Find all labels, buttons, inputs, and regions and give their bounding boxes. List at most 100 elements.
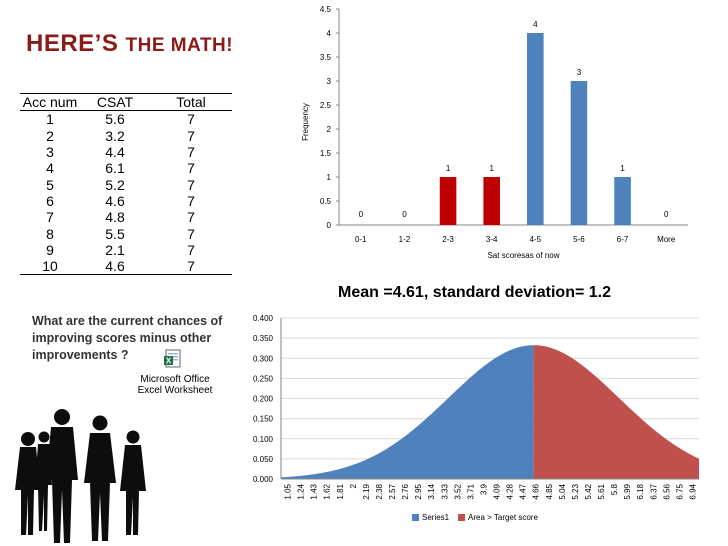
normal-y-tick-label: 0.000 [253, 475, 274, 484]
legend-label: Series1 [422, 513, 450, 522]
hist-y-tick-label: 2.5 [320, 101, 332, 110]
table-row: 8 5.5 7 [20, 225, 232, 242]
hist-data-label: 0 [402, 210, 407, 219]
normal-y-tick-label: 0.400 [253, 314, 274, 323]
normal-x-tick-label: 5.04 [558, 483, 567, 499]
table-cell: 5.2 [105, 176, 125, 193]
table-header-cell: Acc num [20, 93, 80, 112]
hist-data-label: 1 [489, 164, 494, 173]
hist-bar [527, 33, 544, 225]
table-row: 4 6.1 7 [20, 160, 232, 176]
hist-bar [483, 177, 500, 225]
table-cell: 7 [187, 144, 195, 161]
table-cell: 5.5 [105, 225, 125, 242]
table-cell: 4.6 [105, 258, 125, 275]
table-row: 3 4.4 7 [20, 144, 232, 160]
hist-x-tick-label: 2-3 [442, 235, 454, 244]
normal-x-tick-label: 3.71 [466, 483, 475, 499]
table-cell: 7 [187, 258, 195, 275]
table-row: 2 3.2 7 [20, 128, 232, 144]
table-cell: 4.6 [105, 192, 125, 209]
table-cell: 7 [187, 111, 195, 128]
table-row: 1 5.6 7 [20, 111, 232, 128]
title-rest: THE MATH! [125, 35, 234, 56]
hist-y-tick-label: 3.5 [320, 53, 332, 62]
normal-y-tick-label: 0.250 [253, 374, 274, 383]
table-cell: 7 [187, 241, 195, 258]
embedded-line1: Microsoft Office [140, 374, 210, 385]
hist-x-tick-label: 6-7 [617, 235, 629, 244]
hist-x-tick-label: 4-5 [530, 235, 542, 244]
hist-y-tick-label: 0 [327, 221, 332, 230]
title-first-word: HERE’S [26, 30, 119, 57]
normal-y-tick-label: 0.050 [253, 455, 274, 464]
normal-y-tick-label: 0.200 [253, 395, 274, 404]
table-row: 10 4.6 7 [20, 258, 232, 275]
normal-series1-area [281, 345, 534, 479]
hist-x-tick-label: More [657, 235, 676, 244]
table-cell: 1 [46, 111, 54, 128]
normal-chart-title: Mean =4.61, standard deviation= 1.2 [338, 284, 611, 301]
hist-data-label: 0 [359, 210, 364, 219]
table-cell: 7 [187, 225, 195, 242]
normal-x-tick-label: 1.24 [297, 483, 306, 499]
hist-y-tick-label: 2 [327, 125, 332, 134]
normal-y-tick-label: 0.150 [253, 415, 274, 424]
hist-data-label: 3 [577, 68, 582, 77]
table-row: 6 4.6 7 [20, 193, 232, 209]
normal-x-tick-label: 4.66 [532, 483, 541, 499]
normal-y-tick-label: 0.350 [253, 334, 274, 343]
slide-title: HERE’S THE MATH! [26, 30, 233, 58]
normal-x-tick-label: 5.61 [597, 483, 606, 499]
normal-y-tick-label: 0.100 [253, 435, 274, 444]
embedded-excel-label[interactable]: Microsoft Office Excel Worksheet [120, 374, 230, 396]
table-cell: 5.6 [105, 111, 125, 128]
hist-x-tick-label: 5-6 [573, 235, 585, 244]
normal-x-tick-label: 5.8 [610, 483, 619, 495]
svg-text:X: X [166, 357, 172, 366]
table-cell: 6 [46, 192, 54, 209]
table-cell: 3.2 [105, 127, 125, 144]
normal-x-tick-label: 5.99 [623, 483, 632, 499]
normal-x-tick-label: 5.42 [584, 483, 593, 499]
table-header-cell: Total [150, 93, 232, 112]
normal-x-tick-label: 1.05 [284, 483, 293, 499]
hist-y-tick-label: 3 [327, 77, 332, 86]
table-cell: 9 [46, 241, 54, 258]
question-text: What are the current chances of improvin… [32, 314, 223, 362]
normal-x-tick-label: 6.75 [675, 483, 684, 499]
table-cell: 6.1 [105, 160, 125, 177]
legend-label: Area > Target score [468, 513, 538, 522]
normal-x-tick-label: 3.9 [479, 483, 488, 495]
business-people-silhouette [15, 409, 146, 543]
table-cell: 5 [46, 176, 54, 193]
legend-swatch [412, 514, 419, 521]
hist-y-tick-label: 4 [327, 29, 332, 38]
hist-x-tick-label: 3-4 [486, 235, 498, 244]
hist-y-tick-label: 1.5 [320, 149, 332, 158]
normal-x-tick-label: 3.33 [440, 483, 449, 499]
table-header-cell: CSAT [80, 93, 150, 112]
normal-x-tick-label: 6.18 [636, 483, 645, 499]
normal-x-tick-label: 2.38 [375, 483, 384, 499]
normal-x-tick-label: 6.94 [688, 483, 697, 499]
hist-bar [570, 81, 588, 225]
data-table: Acc num CSAT Total 1 5.6 7 2 3.2 7 3 4.4 7 4 6.1 7 5… [20, 93, 232, 276]
hist-x-tick-label: 1-2 [399, 235, 411, 244]
table-cell: 7 [46, 209, 54, 226]
embedded-line2: Excel Worksheet [137, 385, 213, 396]
normal-x-tick-label: 4.85 [545, 483, 554, 499]
table-cell: 10 [42, 258, 58, 275]
normal-x-tick-label: 6.56 [662, 483, 671, 499]
legend-swatch [458, 514, 465, 521]
hist-data-label: 1 [620, 164, 625, 173]
normal-x-tick-label: 2.19 [362, 483, 371, 499]
hist-data-label: 0 [664, 210, 669, 219]
normal-x-tick-label: 6.37 [649, 483, 658, 499]
hist-data-label: 4 [533, 20, 538, 29]
hist-y-tick-label: 1 [327, 173, 332, 182]
excel-icon[interactable]: X [163, 348, 185, 370]
normal-x-tick-label: 2.57 [388, 483, 397, 499]
table-cell: 8 [46, 225, 54, 242]
